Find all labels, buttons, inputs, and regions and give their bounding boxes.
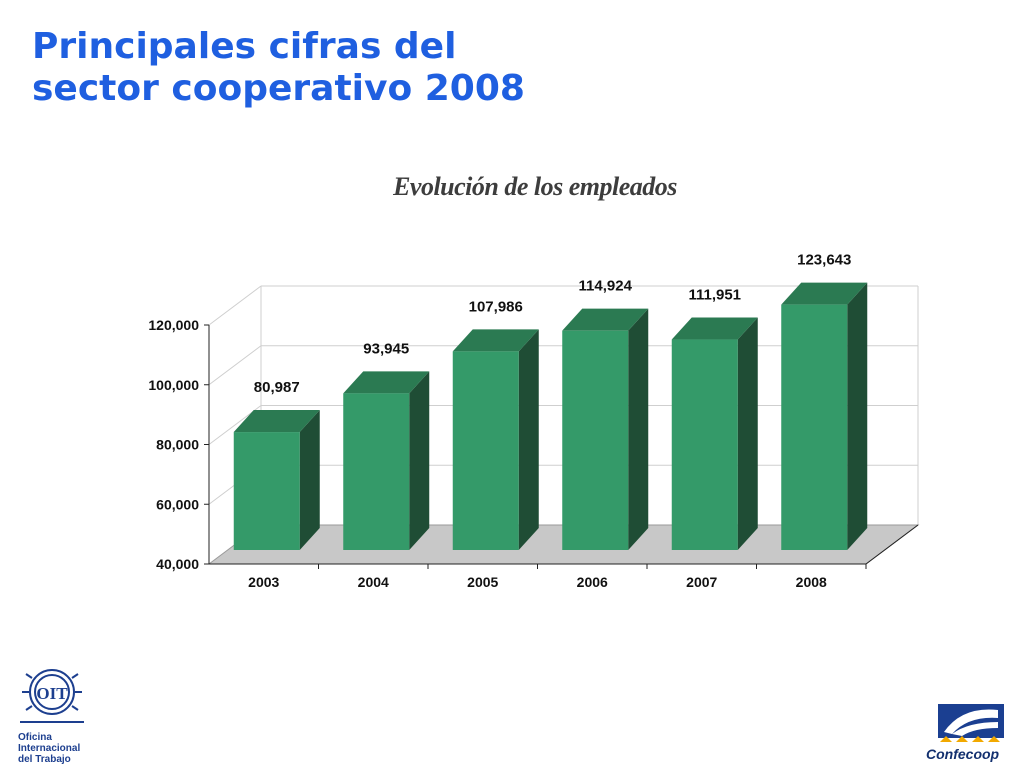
floor-edge bbox=[865, 524, 919, 565]
bar bbox=[452, 351, 519, 550]
oit-text-line-3: del Trabajo bbox=[18, 754, 71, 765]
bar-side bbox=[409, 371, 430, 550]
gridline-depth bbox=[208, 285, 262, 326]
y-tick-label: 120,000 bbox=[148, 317, 199, 333]
oit-text-line-1: Oficina bbox=[18, 732, 52, 743]
confecoop-logo bbox=[938, 704, 1004, 742]
bar-top bbox=[562, 308, 649, 331]
slide-title-line-2: sector cooperativo 2008 bbox=[32, 68, 525, 109]
oit-emblem-text: OIT bbox=[36, 684, 68, 703]
x-tick-label: 2008 bbox=[796, 574, 827, 590]
bar-side bbox=[737, 317, 758, 550]
bar bbox=[233, 432, 300, 550]
bar-top bbox=[343, 371, 430, 394]
bar-top bbox=[233, 410, 320, 433]
x-tick-label: 2006 bbox=[577, 574, 608, 590]
x-tick-label: 2007 bbox=[686, 574, 717, 590]
bar-side bbox=[518, 329, 539, 550]
bar-top bbox=[781, 282, 868, 305]
bar bbox=[671, 339, 738, 550]
bar bbox=[562, 330, 629, 550]
bar-top bbox=[671, 317, 758, 340]
data-label: 111,951 bbox=[688, 287, 741, 304]
slide-title: Principales cifras del sector cooperativ… bbox=[32, 26, 525, 110]
bar-top bbox=[452, 329, 539, 352]
bar-side bbox=[628, 308, 649, 550]
y-tick-label: 60,000 bbox=[156, 496, 199, 512]
data-label: 93,945 bbox=[363, 340, 409, 357]
oit-text-line-2: Internacional bbox=[18, 743, 81, 754]
slide-title-line-1: Principales cifras del bbox=[32, 26, 457, 67]
data-label: 107,986 bbox=[469, 298, 523, 315]
bar-side bbox=[299, 410, 320, 550]
bar bbox=[781, 304, 848, 550]
y-tick-label: 100,000 bbox=[148, 377, 199, 393]
oit-logo: OIT bbox=[20, 669, 84, 723]
x-tick-label: 2003 bbox=[248, 574, 279, 590]
x-tick-label: 2004 bbox=[358, 574, 389, 590]
data-label: 114,924 bbox=[579, 278, 633, 295]
confecoop-logo-text: Confecoop bbox=[926, 746, 1000, 762]
data-label: 123,643 bbox=[797, 252, 851, 269]
gridline-depth bbox=[208, 345, 262, 386]
y-tick-label: 40,000 bbox=[156, 556, 199, 572]
data-label: 80,987 bbox=[254, 379, 300, 396]
oit-logo-text: Oficina Internacional del Trabajo bbox=[18, 732, 80, 765]
bar-side bbox=[847, 282, 868, 550]
y-tick-label: 80,000 bbox=[156, 437, 199, 453]
bar bbox=[343, 393, 410, 550]
chart-title: Evolución de los empleados bbox=[393, 172, 677, 201]
x-tick-label: 2005 bbox=[467, 574, 498, 590]
